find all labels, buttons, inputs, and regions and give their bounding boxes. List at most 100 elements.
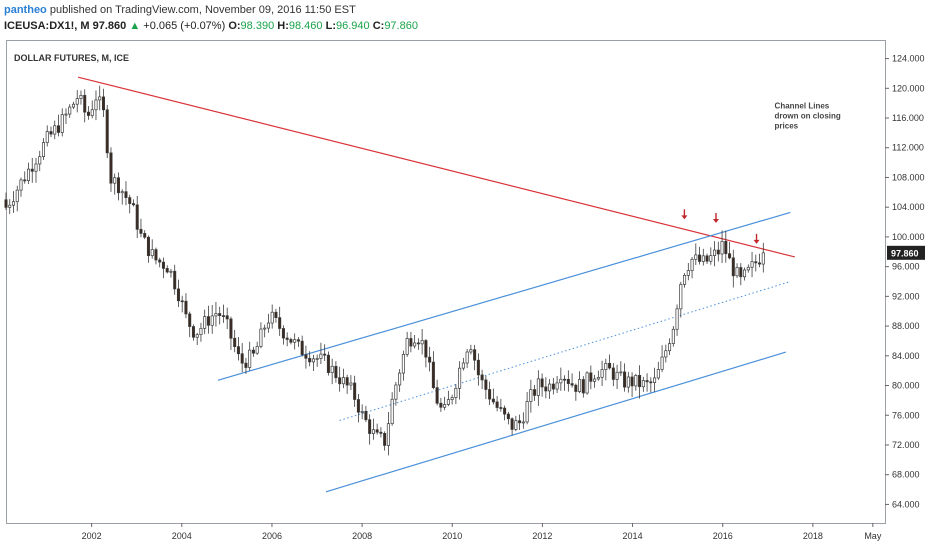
low-value: 96.940 [335, 20, 370, 32]
candle-up [248, 349, 252, 368]
candle-down [439, 402, 443, 408]
candle-down [540, 378, 544, 388]
annotation-line: Channel Lines [775, 101, 830, 110]
candle-down [731, 257, 735, 277]
candle-down [758, 262, 762, 265]
candle-down [131, 203, 135, 206]
candle-up [521, 421, 525, 424]
x-tick-label: 2004 [172, 531, 192, 541]
candle-down [491, 398, 495, 403]
candle-up [330, 365, 334, 373]
candle-up [401, 354, 405, 374]
candle-down [716, 249, 720, 255]
channel-lower-line [325, 351, 787, 493]
channel-upper-line [217, 211, 791, 381]
candle-up [420, 340, 424, 345]
candle-up [559, 378, 563, 384]
candle-up [53, 125, 57, 135]
candle-down [180, 300, 184, 303]
candle-up [90, 109, 94, 116]
candle-down [409, 338, 413, 347]
candle-down [4, 199, 8, 208]
candle-up [656, 369, 660, 379]
candle-up [203, 316, 207, 329]
candle-down [495, 401, 499, 408]
candle-up [11, 201, 16, 206]
y-tick-label: 68.000 [892, 470, 920, 480]
candle-down [281, 328, 285, 339]
candle-up [270, 311, 274, 324]
y-tick-label: 104.000 [892, 202, 925, 212]
y-tick-label: 112.000 [892, 143, 924, 153]
candle-down [503, 407, 507, 415]
candle-down [23, 179, 27, 182]
candle-down [233, 337, 237, 347]
author-link[interactable]: pantheo [4, 4, 47, 16]
y-tick-label: 100.000 [892, 232, 925, 242]
candle-up [199, 327, 203, 336]
candle-up [604, 362, 608, 370]
candle-up [454, 387, 458, 398]
candle-up [263, 327, 267, 330]
candle-up [743, 269, 747, 278]
y-axis: 64.000 68.000 72.000 76.000 80.000 84.000 88.0… [885, 54, 925, 509]
candle-up [548, 383, 552, 392]
candle-down [698, 254, 702, 262]
candle-down [334, 365, 338, 379]
candle-up [641, 380, 645, 388]
candle-up [709, 255, 713, 262]
annotation-line: drown on closing [775, 111, 841, 120]
low-label: L: [325, 20, 336, 32]
candle-up [664, 350, 668, 358]
candle-up [394, 384, 398, 400]
y-tick-label: 120.000 [892, 83, 925, 93]
y-tick-label: 64.000 [892, 499, 920, 509]
candle-up [210, 315, 214, 326]
candle-down [338, 377, 342, 385]
candle-down [158, 259, 162, 263]
candle-up [71, 103, 75, 108]
candle-down [364, 411, 368, 421]
candle-down [345, 377, 349, 386]
resistance-line [77, 76, 795, 258]
candle-down [510, 418, 514, 430]
candle-down [416, 342, 420, 345]
down-arrow-head-icon [681, 215, 688, 220]
candle-up [41, 142, 46, 158]
y-tick-label: 108.000 [892, 172, 925, 182]
down-arrow-head-icon [753, 239, 760, 244]
candle-up [694, 254, 698, 260]
candles [4, 85, 765, 456]
candle-down [630, 376, 634, 387]
y-tick-label: 84.000 [892, 351, 920, 361]
y-tick-label: 80.000 [892, 381, 920, 391]
candle-up [615, 371, 619, 380]
candle-up [15, 189, 19, 203]
candle-down [146, 236, 150, 257]
candle-up [413, 342, 417, 347]
x-tick-label: 2006 [262, 531, 282, 541]
candle-down [506, 413, 510, 420]
candle-up [626, 376, 630, 388]
high-label: H: [277, 20, 289, 32]
candle-up [319, 353, 323, 359]
up-triangle-icon: ▲ [129, 20, 141, 32]
candle-up [653, 377, 657, 383]
candle-down [101, 96, 105, 111]
candle-up [26, 168, 31, 181]
candle-up [293, 339, 297, 343]
candle-up [578, 379, 582, 392]
trend-lines [77, 76, 795, 493]
candle-down [244, 362, 248, 368]
candle-up [596, 376, 600, 380]
candle-down [274, 311, 278, 318]
candle-up [671, 328, 675, 344]
candle-down [368, 419, 372, 434]
candle-down [184, 300, 188, 315]
candle-up [266, 322, 270, 329]
candle-down [574, 384, 578, 392]
x-tick-label: 2002 [82, 531, 102, 541]
candle-down [206, 316, 210, 326]
